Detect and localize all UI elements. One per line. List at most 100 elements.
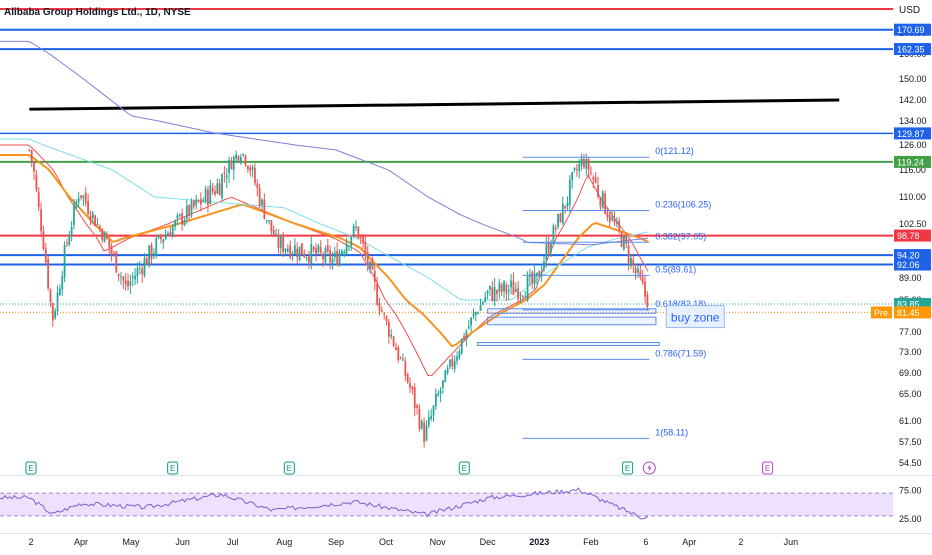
candle-body	[491, 287, 494, 302]
candle-body	[63, 244, 66, 278]
candle-body	[545, 244, 548, 260]
fib-level-label: 0.5(89.61)	[655, 264, 696, 274]
candle-body	[30, 150, 33, 162]
time-tick: Oct	[379, 537, 394, 547]
candle-body	[258, 187, 261, 207]
candle-body	[263, 199, 266, 220]
candle-body	[331, 258, 334, 264]
candles	[28, 149, 649, 448]
candle-body	[348, 245, 350, 247]
candle-body	[143, 258, 146, 277]
candle-body	[639, 271, 642, 277]
moving-average-line	[0, 154, 649, 348]
candle-body	[120, 276, 122, 278]
candle-body	[437, 393, 440, 396]
candle-body	[87, 201, 89, 214]
level-price-label	[894, 249, 931, 262]
candle-body	[578, 163, 581, 172]
earnings-marker-letter: E	[170, 464, 175, 473]
candle-body	[637, 268, 639, 273]
moving-average-line	[0, 40, 649, 246]
candle-body	[171, 226, 174, 237]
candle-body	[597, 185, 599, 197]
candle-body	[317, 245, 320, 253]
candle-body	[345, 243, 348, 255]
candle-body	[564, 205, 567, 209]
level-price-label	[894, 155, 931, 168]
future-earnings-marker-letter: E	[765, 464, 770, 473]
candle-body	[178, 214, 181, 216]
level-price-text: 119.24	[897, 157, 924, 167]
price-tick: 61.00	[899, 416, 922, 426]
candle-body	[42, 231, 45, 249]
candle-body	[117, 273, 120, 276]
candle-body	[366, 251, 369, 266]
candle-body	[590, 172, 592, 174]
price-tick: 150.00	[899, 74, 927, 84]
candle-body	[521, 296, 524, 298]
candle-body	[246, 165, 249, 170]
level-price-label	[894, 258, 931, 271]
candle-body	[434, 393, 437, 407]
candle-body	[228, 159, 230, 174]
lightning-icon	[647, 463, 652, 473]
candle-body	[84, 192, 87, 204]
fib-level-label: 1(58.11)	[655, 427, 688, 437]
candle-body	[239, 157, 242, 162]
candle-body	[235, 154, 238, 159]
candle-body	[594, 178, 597, 183]
candle-body	[188, 205, 191, 216]
candle-body	[296, 248, 299, 257]
candle-body	[376, 283, 379, 305]
candle-body	[164, 234, 167, 240]
candle-body	[89, 215, 92, 221]
candle-body	[632, 259, 635, 266]
candle-body	[254, 167, 256, 184]
currency-label: USD	[899, 5, 920, 16]
candle-body	[277, 234, 280, 248]
candle-body	[387, 321, 390, 337]
candle-body	[444, 370, 447, 383]
candle-body	[552, 225, 555, 245]
candle-body	[359, 237, 362, 239]
candle-body	[498, 282, 501, 292]
price-tick: 134.00	[899, 116, 927, 126]
candle-body	[75, 201, 78, 208]
candle-body	[66, 242, 68, 244]
candle-body	[481, 302, 484, 305]
rsi-line	[0, 487, 649, 520]
candle-body	[371, 258, 374, 270]
candle-body	[242, 153, 245, 156]
candle-body	[145, 258, 148, 265]
time-tick: 2	[28, 537, 33, 547]
candle-body	[409, 382, 411, 388]
candle-body	[646, 294, 649, 308]
candle-body	[512, 280, 515, 295]
candle-body	[463, 336, 465, 341]
time-separator	[0, 533, 932, 534]
candle-body	[169, 232, 172, 236]
buy-zone-callout	[665, 305, 725, 329]
level-price-text: 170.69	[897, 25, 925, 35]
candle-body	[352, 226, 355, 235]
candle-body	[44, 248, 47, 263]
candle-body	[176, 215, 179, 219]
candle-body	[489, 285, 491, 291]
candle-body	[474, 311, 477, 315]
candle-body	[103, 232, 106, 243]
candle-body	[608, 214, 611, 222]
candle-body	[355, 226, 357, 228]
time-tick: May	[122, 537, 140, 547]
candle-body	[620, 232, 623, 247]
candle-body	[49, 289, 52, 303]
candle-body	[533, 273, 536, 284]
time-tick: Apr	[682, 537, 696, 547]
candle-body	[113, 252, 115, 254]
candle-body	[561, 203, 564, 224]
candle-body	[289, 245, 292, 258]
candle-body	[211, 187, 214, 192]
fib-level-label: 0.618(82.18)	[655, 299, 706, 309]
